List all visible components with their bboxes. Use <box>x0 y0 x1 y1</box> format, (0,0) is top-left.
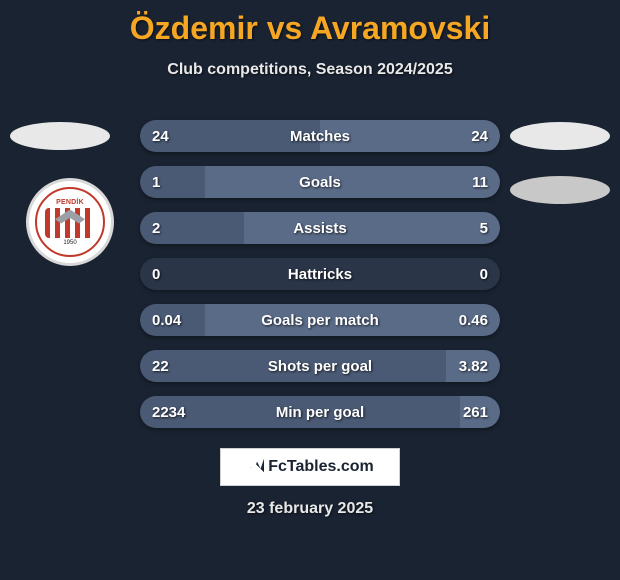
page-title: Özdemir vs Avramovski <box>0 0 620 47</box>
stat-label: Goals per match <box>140 304 500 336</box>
player-right-placeholder-2 <box>510 176 610 204</box>
stat-label: Shots per goal <box>140 350 500 382</box>
club-badge: PENDİK 1950 <box>26 178 114 266</box>
eagle-icon <box>55 210 85 224</box>
watermark[interactable]: FcTables.com <box>220 448 400 486</box>
club-year: 1950 <box>63 240 76 246</box>
page-subtitle: Club competitions, Season 2024/2025 <box>0 61 620 79</box>
stats-container: 2424Matches 111Goals 25Assists 00Hattricks 0… <box>140 120 500 442</box>
club-name: PENDİK <box>56 199 84 206</box>
stat-row: 223.82Shots per goal <box>140 350 500 382</box>
chart-icon <box>246 458 264 476</box>
stat-row: 00Hattricks <box>140 258 500 290</box>
club-badge-stripes <box>45 208 95 238</box>
stat-label: Min per goal <box>140 396 500 428</box>
stat-row: 25Assists <box>140 212 500 244</box>
stat-row: 2234261Min per goal <box>140 396 500 428</box>
stat-row: 2424Matches <box>140 120 500 152</box>
player-right-placeholder-1 <box>510 122 610 150</box>
stat-label: Goals <box>140 166 500 198</box>
club-badge-inner: PENDİK 1950 <box>35 187 105 257</box>
stat-label: Assists <box>140 212 500 244</box>
stat-label: Matches <box>140 120 500 152</box>
stat-label: Hattricks <box>140 258 500 290</box>
date: 23 february 2025 <box>0 500 620 518</box>
stat-row: 111Goals <box>140 166 500 198</box>
watermark-text: FcTables.com <box>268 458 374 476</box>
stat-row: 0.040.46Goals per match <box>140 304 500 336</box>
player-left-placeholder <box>10 122 110 150</box>
